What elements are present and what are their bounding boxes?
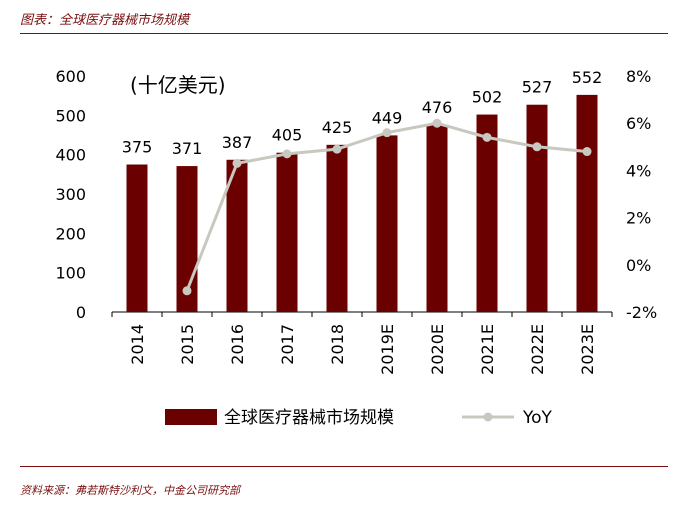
bar-data-label: 527 <box>522 78 553 97</box>
bar <box>276 152 298 312</box>
bar-data-label: 449 <box>372 108 403 127</box>
left-axis-tick-label: 600 <box>55 67 86 86</box>
legend-label-line: YoY <box>522 408 553 428</box>
legend-swatch-bar <box>165 409 217 425</box>
right-axis-tick-label: 6% <box>626 114 651 133</box>
yoy-point <box>432 118 442 128</box>
right-axis-tick-label: -2% <box>626 303 657 322</box>
bar-data-label: 405 <box>272 126 303 145</box>
yoy-point <box>232 158 242 168</box>
bar <box>576 94 598 312</box>
legend-label-bar: 全球医疗器械市场规模 <box>224 408 394 428</box>
right-axis-tick-label: 2% <box>626 209 651 228</box>
x-axis-tick-label: 2014 <box>128 324 147 365</box>
bar <box>326 144 348 312</box>
yoy-point <box>532 142 542 152</box>
right-axis: -2% 0% 2% 4% 6% 8% <box>626 67 657 322</box>
bar-series <box>126 94 598 313</box>
x-axis-tick-label: 2021E <box>478 324 497 375</box>
left-axis-tick-label: 500 <box>55 106 86 125</box>
bar-data-label: 552 <box>572 68 603 87</box>
bar-data-label: 375 <box>122 138 153 157</box>
right-axis-tick-label: 4% <box>626 161 651 180</box>
bar <box>126 164 148 312</box>
x-axis-tick-label: 2023E <box>578 324 597 375</box>
left-axis-tick-label: 300 <box>55 185 86 204</box>
x-axis-tick-label: 2022E <box>528 324 547 375</box>
bar <box>476 114 498 313</box>
right-axis-tick-label: 8% <box>626 67 651 86</box>
x-axis-tick-label: 2016 <box>228 324 247 365</box>
yoy-point <box>282 149 292 159</box>
yoy-point <box>382 128 392 138</box>
bar-data-label: 425 <box>322 118 353 137</box>
bar <box>526 104 548 312</box>
bar-data-label: 387 <box>222 133 253 152</box>
yoy-line-series <box>182 118 592 296</box>
left-axis: 0 100 200 300 400 500 600 <box>55 67 86 322</box>
unit-label: (十亿美元) <box>130 73 226 97</box>
yoy-point <box>332 144 342 154</box>
bar <box>376 135 398 312</box>
left-axis-tick-label: 200 <box>55 224 86 243</box>
x-axis-tick-label: 2020E <box>428 324 447 375</box>
left-axis-tick-label: 100 <box>55 264 86 283</box>
bottom-rule <box>20 466 668 467</box>
x-axis: 2014 2015 2016 2017 2018 2019E 2020E 2021E 2022E… <box>111 312 613 375</box>
top-rule <box>20 33 668 34</box>
x-axis-tick-label: 2019E <box>378 324 397 375</box>
legend: 全球医疗器械市场规模 YoY <box>165 408 553 428</box>
yoy-point <box>582 147 592 157</box>
figure-title: 图表：全球医疗器械市场规模 <box>20 13 190 28</box>
yoy-point <box>482 132 492 142</box>
yoy-point <box>182 286 192 296</box>
bar-data-label: 502 <box>472 88 503 107</box>
left-axis-tick-label: 400 <box>55 146 86 165</box>
bar <box>426 124 448 312</box>
bar-data-label: 371 <box>172 139 203 158</box>
bar-data-labels: 375 371 387 405 425 449 476 502 527 552 <box>122 68 603 158</box>
bar <box>226 159 248 312</box>
legend-marker-line <box>483 412 493 422</box>
right-axis-tick-label: 0% <box>626 256 651 275</box>
x-axis-tick-label: 2018 <box>328 324 347 365</box>
left-axis-tick-label: 0 <box>76 303 86 322</box>
x-axis-tick-label: 2017 <box>278 324 297 365</box>
source-note: 资料来源：弗若斯特沙利文，中金公司研究部 <box>20 484 240 497</box>
bar-data-label: 476 <box>422 98 453 117</box>
x-axis-tick-label: 2015 <box>178 324 197 365</box>
